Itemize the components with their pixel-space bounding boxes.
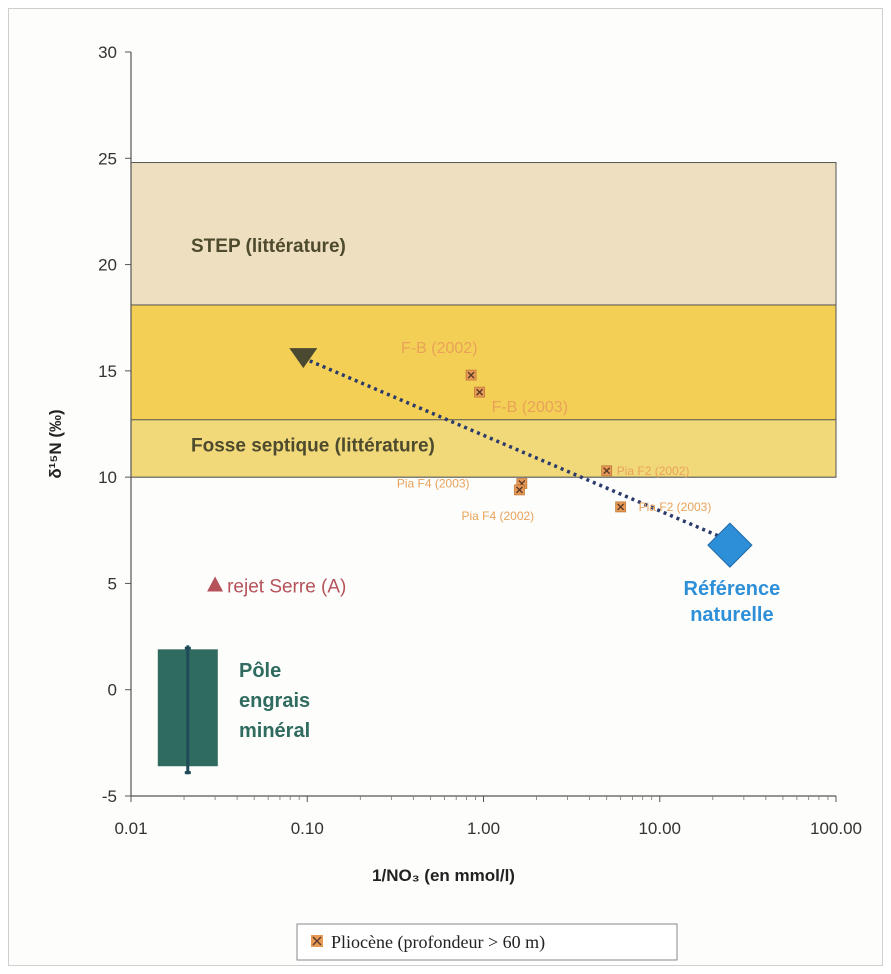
data-point-label: Pia F2 (2003)	[639, 500, 712, 514]
legend-box	[296, 923, 678, 961]
data-point-label: Pia F4 (2002)	[461, 509, 534, 523]
rejet-serre-triangle	[207, 576, 224, 592]
pole-label-line: minéral	[239, 720, 310, 742]
legend-text: Pliocène (profondeur > 60 m)	[331, 932, 545, 953]
scatter-chart: -5 0 5 10 15 20 25 30 0.01 0.10 1.00 10.00 100.00 1/N…	[46, 43, 862, 961]
annotations-layer: STEP (littérature) Fosse septique (littér…	[191, 236, 780, 742]
data-point-cross	[603, 467, 611, 475]
mixing-end-triangle	[289, 348, 318, 369]
data-point-cross	[617, 503, 625, 511]
y-axis-label: δ¹⁵N (‰)	[46, 409, 65, 478]
y-tick-label: -5	[102, 787, 117, 806]
y-tick-label: 25	[98, 149, 117, 168]
x-tick-label: 0.10	[291, 819, 324, 838]
x-tick-label: 100.00	[810, 819, 862, 838]
bands-layer	[130, 162, 837, 478]
reference-diamond	[707, 522, 753, 568]
axes-layer: -5 0 5 10 15 20 25 30 0.01 0.10 1.00 10.00 100.00 1/N…	[46, 43, 862, 885]
data-point-label: Pia F2 (2002)	[617, 464, 690, 478]
y-tick-label: 0	[108, 681, 117, 700]
y-tick-label: 30	[98, 43, 117, 62]
rejet-serre-label: rejet Serre (A)	[227, 577, 346, 598]
x-tick-label: 0.01	[114, 819, 147, 838]
y-tick-label: 20	[98, 256, 117, 275]
reference-label-line: naturelle	[690, 604, 773, 626]
y-tick-label: 10	[98, 468, 117, 487]
data-point-label: F-B (2002)	[401, 340, 477, 357]
reference-label-line: Référence	[684, 578, 781, 600]
data-point-cross	[476, 388, 484, 396]
band-overlap	[130, 419, 837, 478]
data-point-cross	[467, 371, 475, 379]
band-label-step: STEP (littérature)	[191, 236, 346, 257]
marks-layer	[157, 348, 753, 775]
mixing-line	[302, 356, 721, 539]
legend-swatch-cross	[312, 936, 322, 946]
chart-frame: -5 0 5 10 15 20 25 30 0.01 0.10 1.00 10.00 100.00 1/N…	[8, 8, 883, 966]
y-tick-label: 15	[98, 362, 117, 381]
pole-label-line: Pôle	[239, 660, 281, 682]
data-point-cross	[515, 486, 523, 494]
band-label-fosse: Fosse septique (littérature)	[191, 436, 435, 457]
x-tick-label: 10.00	[638, 819, 681, 838]
pole-label-line: engrais	[239, 690, 310, 712]
x-axis-label: 1/NO₃ (en mmol/l)	[372, 866, 515, 885]
reference-label: Référence naturelle	[684, 578, 781, 626]
data-point-label: F-B (2003)	[492, 399, 568, 416]
x-tick-label: 1.00	[467, 819, 500, 838]
data-point-label: Pia F4 (2003)	[397, 477, 470, 491]
y-tick-label: 5	[108, 574, 117, 593]
